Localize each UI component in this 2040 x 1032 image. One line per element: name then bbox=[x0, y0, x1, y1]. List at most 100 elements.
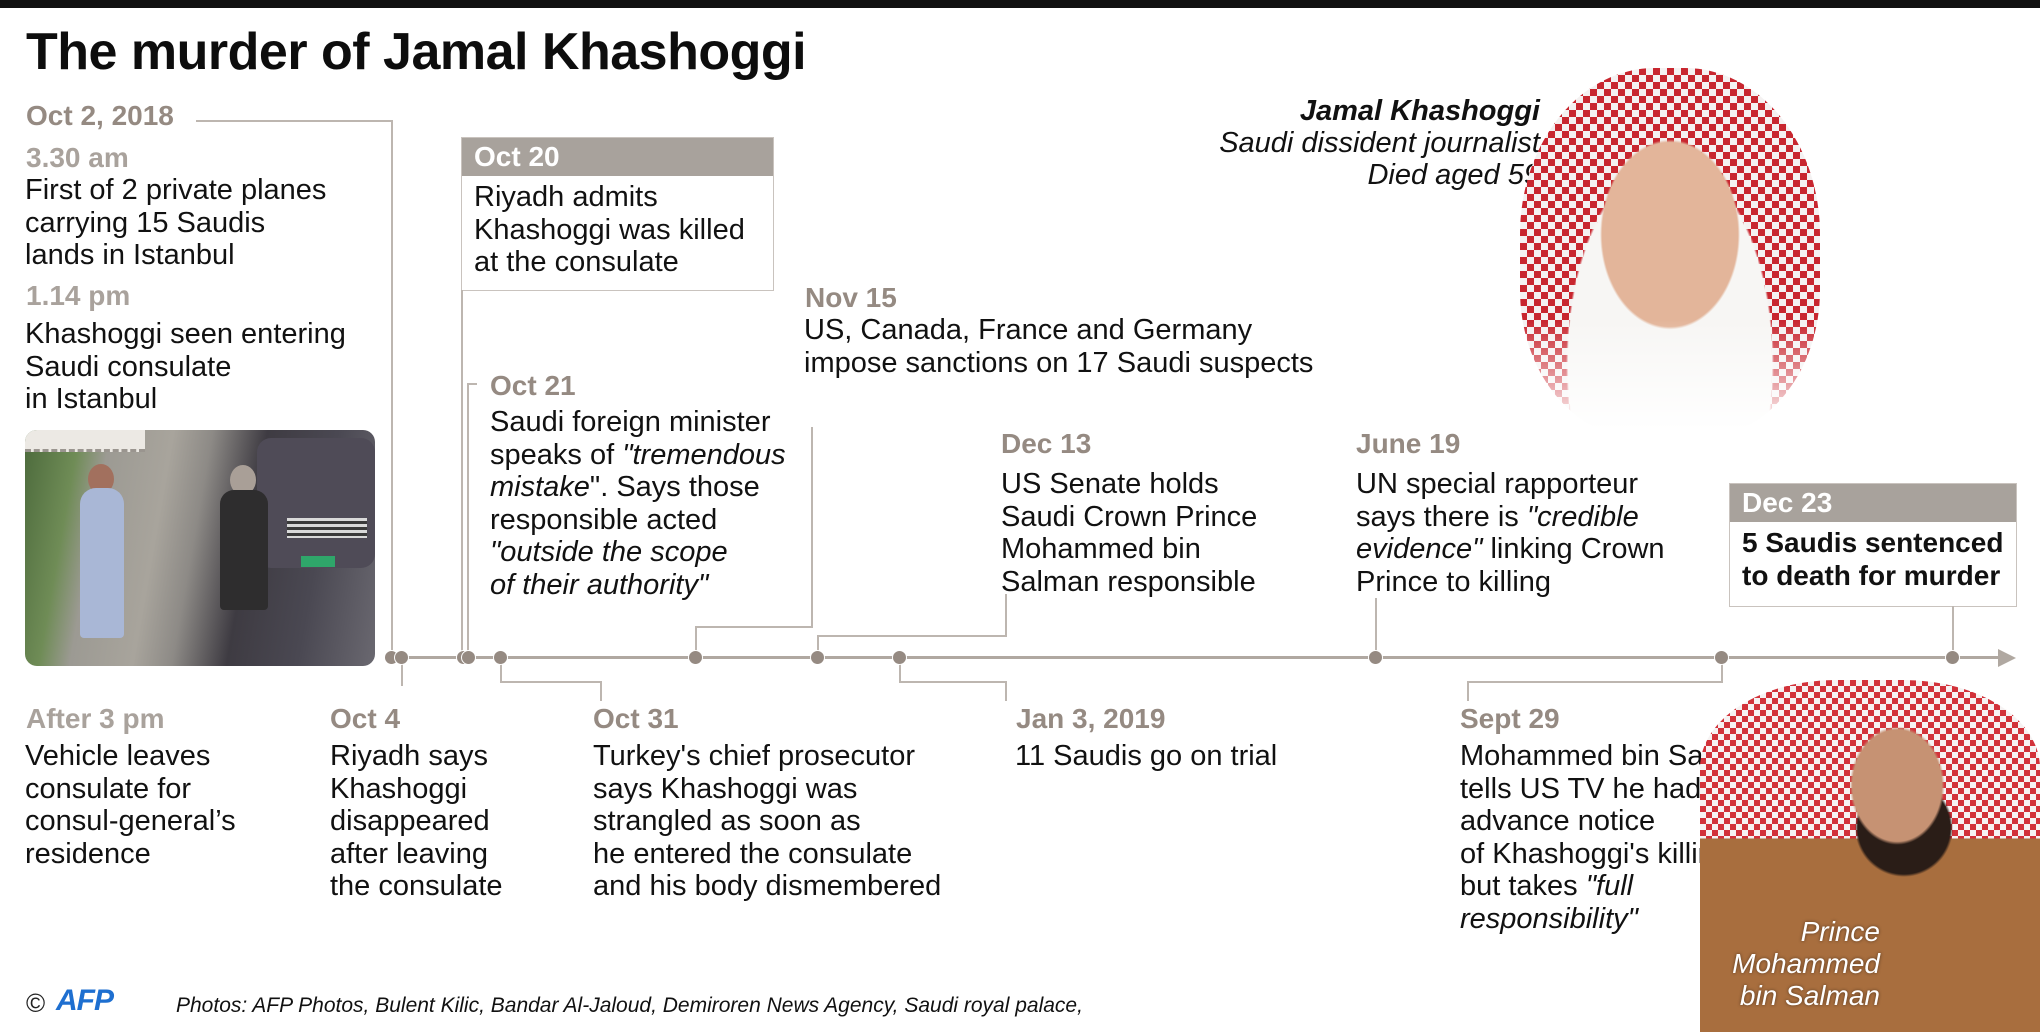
van-grille bbox=[287, 518, 367, 538]
dot-dec13 bbox=[810, 650, 825, 665]
event-text-oct31: Turkey's chief prosecutor says Khashoggi… bbox=[593, 740, 941, 903]
mbs-caption: Prince Mohammed bin Salman bbox=[1720, 916, 1880, 1012]
connector-jan3-v2 bbox=[1005, 681, 1007, 701]
text-line: he entered the consulate bbox=[593, 837, 913, 870]
text-line: First of 2 private planes bbox=[25, 174, 327, 206]
event-date-oct20: Oct 20 bbox=[462, 138, 773, 176]
page-title: The murder of Jamal Khashoggi bbox=[26, 23, 807, 81]
text-line: Turkey's chief prosecutor bbox=[593, 740, 915, 772]
connector-sept29-h bbox=[1467, 681, 1723, 683]
event-date-oct21: Oct 21 bbox=[490, 370, 576, 401]
jamal-name: Jamal Khashoggi bbox=[1299, 95, 1540, 127]
connector-dec13-v1 bbox=[1005, 594, 1007, 636]
event-date-dec23: Dec 23 bbox=[1730, 484, 2016, 522]
top-rule bbox=[0, 0, 2040, 8]
text-line: says there is "credible bbox=[1356, 501, 1665, 534]
event-text-oct4: Riyadh says Khashoggi disappeared after … bbox=[330, 740, 503, 903]
dot-june19 bbox=[1368, 650, 1383, 665]
jamal-caption: Jamal Khashoggi Saudi dissident journali… bbox=[1219, 95, 1540, 191]
text-line: "outside the scope bbox=[490, 536, 786, 569]
text-line: Khashoggi bbox=[330, 772, 468, 805]
event-text-planes: First of 2 private planes carrying 15 Sa… bbox=[25, 174, 326, 272]
jamal-age: Died aged 59 bbox=[1367, 159, 1540, 191]
time-label-330am: 3.30 am bbox=[26, 142, 129, 173]
connector-dec13-v2 bbox=[817, 635, 819, 652]
jamal-role: Saudi dissident journalist bbox=[1219, 127, 1540, 159]
text-line: Riyadh admits bbox=[474, 181, 658, 213]
quote-span: "full bbox=[1585, 870, 1634, 902]
event-text-vehicle: Vehicle leaves consulate for consul-gene… bbox=[25, 740, 236, 870]
quote-span: responsibility" bbox=[1460, 902, 1638, 935]
connector-june19 bbox=[1375, 598, 1377, 652]
text-line: 5 Saudis sentenced bbox=[1742, 527, 2004, 558]
text-span: ". Says those bbox=[589, 471, 760, 503]
text-line: responsible acted bbox=[490, 503, 718, 536]
connector-nov15-h bbox=[695, 626, 813, 628]
text-line: bin Salman bbox=[1739, 980, 1880, 1011]
dot-nov15 bbox=[688, 650, 703, 665]
event-date-oct2: Oct 2, 2018 bbox=[26, 100, 174, 131]
text-line: advance notice bbox=[1460, 805, 1656, 837]
dot-sept29 bbox=[1714, 650, 1729, 665]
quote-span: "outside the scope bbox=[490, 536, 728, 568]
figure-khashoggi-walking bbox=[220, 490, 268, 610]
dot-jan3 bbox=[892, 650, 907, 665]
text-line: speaks of "tremendous bbox=[490, 439, 786, 472]
event-text-oct20: Riyadh admits Khashoggi was killed at th… bbox=[462, 176, 773, 287]
event-text-nov15: US, Canada, France and Germany impose sa… bbox=[804, 314, 1313, 379]
text-span: speaks of bbox=[490, 438, 623, 471]
van-plate bbox=[301, 556, 335, 567]
text-line: Khashoggi was killed bbox=[474, 213, 745, 246]
van bbox=[257, 438, 375, 568]
text-line: Vehicle leaves bbox=[25, 740, 211, 772]
awning bbox=[25, 430, 145, 452]
copyright-icon: © bbox=[26, 988, 46, 1018]
quote-span: of their authority" bbox=[490, 568, 709, 601]
event-date-oct4: Oct 4 bbox=[330, 703, 401, 734]
text-line: says Khashoggi was bbox=[593, 772, 858, 805]
connector-oct2-v bbox=[391, 120, 393, 652]
time-label-after3pm: After 3 pm bbox=[26, 703, 165, 734]
connector-dec23 bbox=[1952, 606, 1954, 652]
text-span: says there is bbox=[1356, 500, 1527, 533]
event-text-dec23: 5 Saudis sentenced to death for murder bbox=[1730, 522, 2016, 600]
text-line: carrying 15 Saudis bbox=[25, 206, 266, 239]
text-line: Khashoggi seen entering bbox=[25, 318, 346, 350]
connector-dec13-h bbox=[817, 635, 1007, 637]
portrait-fade bbox=[1500, 320, 1840, 450]
text-line: 11 Saudis go on trial bbox=[1015, 740, 1278, 772]
dot-oct31 bbox=[493, 650, 508, 665]
event-text-entering: Khashoggi seen entering Saudi consulate … bbox=[25, 318, 346, 416]
event-text-jan3: 11 Saudis go on trial bbox=[1015, 740, 1277, 773]
event-text-dec13: US Senate holds Saudi Crown Prince Moham… bbox=[1001, 468, 1257, 598]
text-line: Saudi foreign minister bbox=[490, 406, 771, 438]
text-line: of Khashoggi's killing bbox=[1460, 837, 1730, 870]
text-line: Riyadh says bbox=[330, 740, 488, 772]
event-box-dec23: Dec 23 5 Saudis sentenced to death for m… bbox=[1729, 483, 2017, 607]
quote-span: mistake bbox=[490, 471, 590, 503]
text-line: to death for murder bbox=[1742, 559, 2001, 591]
connector-sept29-v2 bbox=[1467, 681, 1469, 701]
text-line: Saudi consulate bbox=[25, 350, 232, 383]
text-line: Prince bbox=[1800, 916, 1880, 947]
event-text-oct21: Saudi foreign minister speaks of "tremen… bbox=[490, 406, 786, 601]
quote-span: "tremendous bbox=[622, 438, 786, 471]
text-line: Mohammed bbox=[1732, 948, 1880, 979]
text-line: consul-general’s bbox=[25, 805, 236, 837]
connector-jan3-h bbox=[899, 681, 1007, 683]
text-line: lands in Istanbul bbox=[25, 239, 235, 271]
text-line: UN special rapporteur bbox=[1356, 468, 1639, 500]
event-date-oct31: Oct 31 bbox=[593, 703, 679, 734]
quote-span: evidence" bbox=[1356, 533, 1483, 565]
event-date-nov15: Nov 15 bbox=[805, 282, 897, 313]
time-label-114pm: 1.14 pm bbox=[26, 280, 131, 311]
dot-oct21 bbox=[461, 650, 476, 665]
connector-oct21-v bbox=[467, 383, 469, 652]
dot-oct2-afternoon bbox=[394, 650, 409, 665]
text-line: but takes "full bbox=[1460, 870, 1766, 903]
text-line: US Senate holds bbox=[1001, 468, 1219, 500]
text-line: disappeared bbox=[330, 805, 490, 837]
text-span: linking Crown bbox=[1482, 533, 1665, 565]
text-line: US, Canada, France and Germany bbox=[804, 314, 1253, 346]
text-span: but takes bbox=[1460, 870, 1586, 902]
